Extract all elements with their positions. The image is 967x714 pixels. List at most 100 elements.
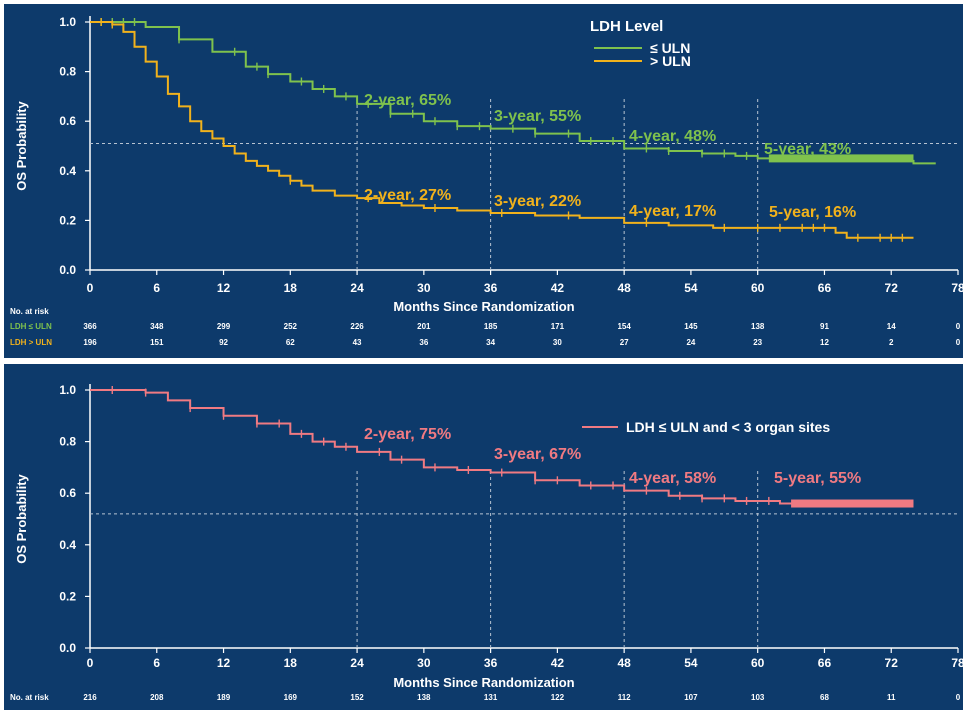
risk-value: 0 (956, 693, 961, 702)
risk-value: 30 (553, 338, 562, 347)
top-survival-chart: 0 6 12 18 24 30 36 42 48 54 60 66 72 780.00.20.40.60.… (10, 15, 963, 347)
risk-value: 23 (753, 338, 762, 347)
risk-value: 62 (286, 338, 295, 347)
legend-title: LDH Level (590, 18, 663, 35)
x-tick-label: 0 (87, 281, 94, 295)
risk-value: 366 (83, 322, 97, 331)
milestone-label: 3-year, 55% (494, 108, 581, 125)
x-tick-label: 6 (153, 656, 160, 670)
milestone-label: 2-year, 75% (364, 426, 451, 443)
risk-value: 24 (686, 338, 695, 347)
x-tick-label: 54 (684, 281, 698, 295)
risk-row-label: LDH ≤ ULN (10, 322, 52, 331)
milestone-label: 5-year, 55% (774, 470, 861, 487)
risk-table-title: No. at risk (10, 307, 49, 316)
risk-value: 91 (820, 322, 829, 331)
risk-row-label: LDH > ULN (10, 338, 52, 347)
risk-value: 103 (751, 693, 765, 702)
x-tick-label: 48 (617, 281, 631, 295)
risk-value: 107 (684, 693, 698, 702)
x-tick-label: 42 (551, 656, 565, 670)
x-tick-label: 72 (885, 656, 899, 670)
x-tick-label: 18 (284, 656, 298, 670)
y-tick-label: 1.0 (59, 383, 76, 397)
milestone-label: 3-year, 67% (494, 446, 581, 463)
legend-label: ≤ ULN (650, 40, 690, 56)
risk-table-title: No. at risk (10, 693, 49, 702)
milestone-label: 3-year, 22% (494, 193, 581, 210)
x-tick-label: 54 (684, 656, 698, 670)
risk-value: 299 (217, 322, 231, 331)
x-tick-label: 0 (87, 656, 94, 670)
y-tick-label: 0.0 (59, 263, 76, 277)
y-tick-label: 0.2 (59, 213, 76, 227)
risk-value: 185 (484, 322, 498, 331)
x-tick-label: 78 (951, 656, 963, 670)
top-chart-panel: 0 6 12 18 24 30 36 42 48 54 60 66 72 78 0.0 0.2 0.4 0.6 0.… (4, 4, 963, 358)
x-tick-label: 36 (484, 281, 498, 295)
risk-value: 68 (820, 693, 829, 702)
x-tick-label: 12 (217, 656, 231, 670)
risk-value: 36 (419, 338, 428, 347)
x-tick-label: 6 (153, 281, 160, 295)
risk-value: 154 (617, 322, 631, 331)
x-tick-label: 24 (350, 281, 364, 295)
y-tick-label: 1.0 (59, 15, 76, 29)
risk-value: 216 (83, 693, 97, 702)
risk-value: 252 (284, 322, 298, 331)
legend-label: > ULN (650, 53, 691, 69)
x-tick-label: 72 (885, 281, 899, 295)
risk-value: 112 (618, 693, 631, 702)
bottom-survival-chart: 0 6 12 18 24 30 36 42 48 54 60 66 72 78 0.0 0.2 0.4 0.6 0.… (10, 383, 963, 702)
x-tick-label: 36 (484, 656, 498, 670)
risk-value: 151 (150, 338, 164, 347)
risk-value: 201 (417, 322, 431, 331)
y-tick-label: 0.4 (59, 164, 76, 178)
x-tick-label: 18 (284, 281, 298, 295)
risk-value: 226 (350, 322, 364, 331)
x-tick-label: 12 (217, 281, 231, 295)
x-axis-title: Months Since Randomization (393, 675, 574, 690)
risk-value: 27 (620, 338, 629, 347)
x-axis-title: Months Since Randomization (393, 299, 574, 314)
y-tick-label: 0.0 (59, 641, 76, 655)
legend-label: LDH ≤ ULN and < 3 organ sites (626, 419, 830, 435)
bottom-chart-panel: 0 6 12 18 24 30 36 42 48 54 60 66 72 78 0.0 0.2 0.4 0.6 0.… (4, 364, 963, 710)
milestone-label: 4-year, 48% (629, 128, 716, 145)
milestone-label: 2-year, 65% (364, 92, 451, 109)
risk-value: 196 (83, 338, 97, 347)
x-tick-label: 30 (417, 656, 431, 670)
x-tick-label: 30 (417, 281, 431, 295)
risk-value: 0 (956, 322, 961, 331)
milestone-label: 5-year, 16% (769, 204, 856, 221)
y-axis-title: OS Probability (14, 473, 29, 563)
risk-value: 152 (350, 693, 364, 702)
milestone-label: 2-year, 27% (364, 187, 451, 204)
risk-value: 34 (486, 338, 495, 347)
y-tick-label: 0.6 (59, 486, 76, 500)
survival-curve-1 (90, 389, 914, 505)
risk-value: 169 (284, 693, 298, 702)
x-tick-label: 60 (751, 656, 765, 670)
x-tick-label: 60 (751, 281, 765, 295)
risk-value: 122 (551, 693, 565, 702)
x-tick-label: 66 (818, 281, 832, 295)
risk-value: 131 (484, 693, 498, 702)
risk-value: 348 (150, 322, 164, 331)
risk-value: 138 (751, 322, 765, 331)
risk-value: 12 (820, 338, 829, 347)
y-tick-label: 0.8 (59, 65, 76, 79)
x-tick-label: 48 (617, 656, 631, 670)
censor-band (791, 499, 914, 508)
survival-curve-2 (90, 21, 914, 239)
risk-value: 11 (887, 693, 896, 702)
risk-value: 43 (353, 338, 362, 347)
risk-value: 14 (887, 322, 896, 331)
y-axis-title: OS Probability (14, 100, 29, 190)
y-tick-label: 0.6 (59, 114, 76, 128)
risk-value: 2 (889, 338, 894, 347)
milestone-label: 4-year, 58% (629, 470, 716, 487)
x-tick-label: 24 (350, 656, 364, 670)
censor-band (768, 154, 914, 163)
y-tick-label: 0.8 (59, 435, 76, 449)
